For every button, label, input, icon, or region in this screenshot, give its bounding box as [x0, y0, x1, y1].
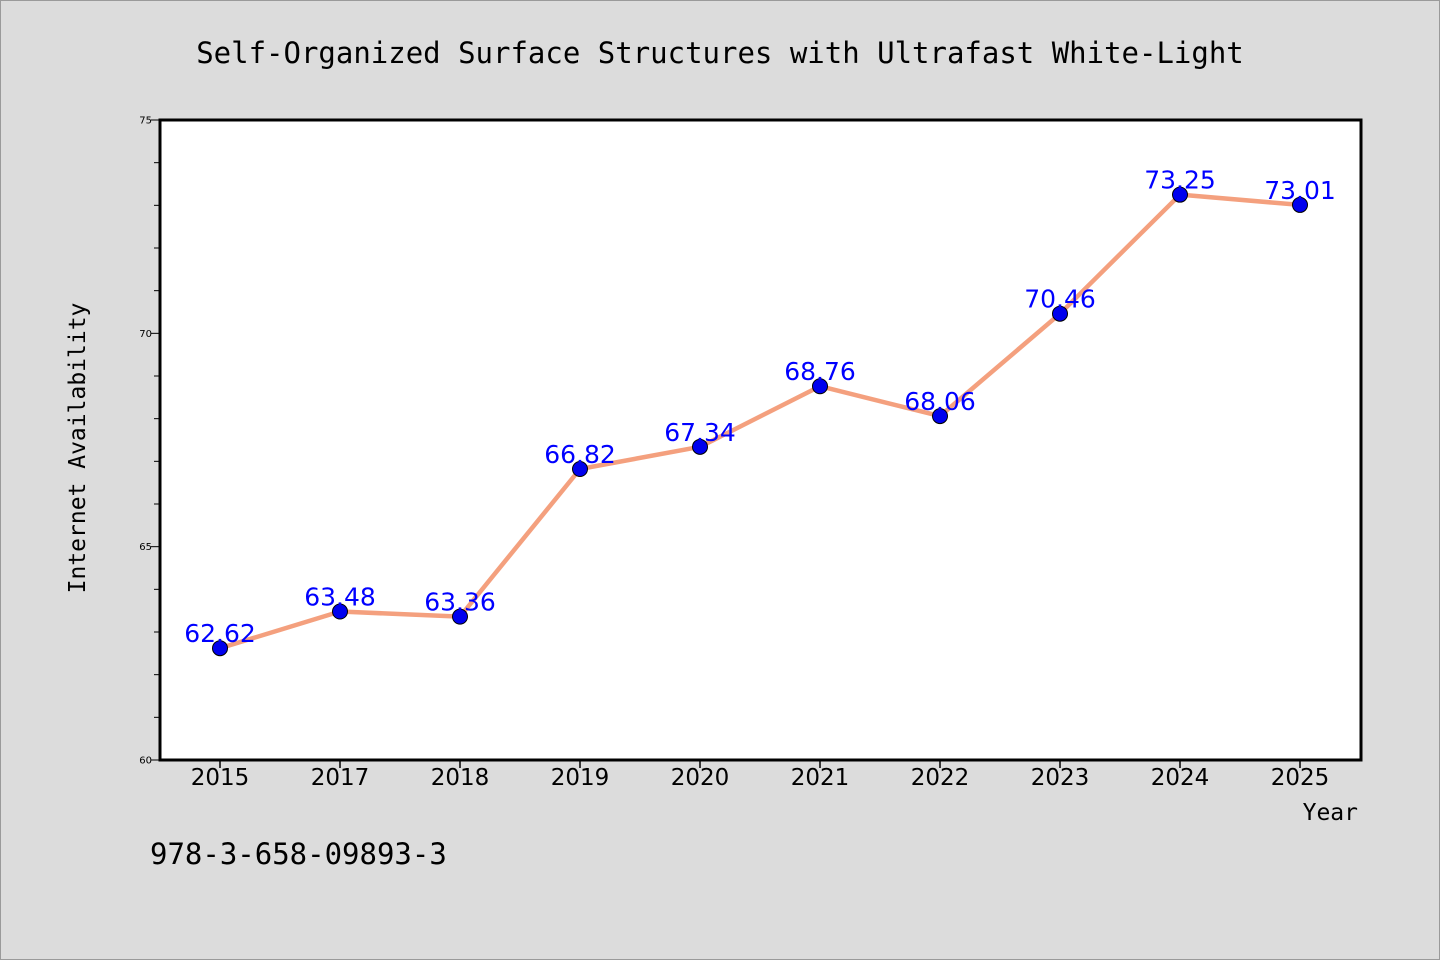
- x-tick-label: 2023: [1031, 765, 1090, 791]
- data-labels: 62.62 63.48 63.36 66.82 67.34 68.76 68.06 70.46…: [184, 166, 1336, 649]
- x-tick-label: 2024: [1151, 765, 1210, 791]
- data-point-marker: [932, 408, 948, 425]
- footer-isbn: 978-3-658-09893-3: [150, 837, 447, 871]
- data-point-marker: [1292, 196, 1308, 213]
- data-point-marker: [812, 378, 828, 395]
- data-point-label: 63.36: [424, 588, 496, 617]
- data-point-marker: [1052, 305, 1068, 322]
- data-point-label: 63.48: [304, 583, 376, 612]
- data-point-label: 68.06: [904, 387, 976, 416]
- x-tick-label: 2015: [191, 765, 250, 791]
- x-axis-label: Year: [1303, 800, 1358, 826]
- series-line: [219, 192, 1301, 651]
- x-tick-label: 2025: [1271, 765, 1330, 791]
- x-tick-label: 2019: [551, 765, 610, 791]
- x-axis-ticks: 2015 2017 2018 2019 2020 2021 2022 2023 2024 2025: [191, 760, 1330, 791]
- data-point-marker: [452, 608, 468, 625]
- x-tick-label: 2022: [911, 765, 970, 791]
- chart-title: Self-Organized Surface Structures with U…: [196, 36, 1244, 70]
- data-point-label: 73.25: [1144, 166, 1216, 195]
- data-point-label: 67.34: [664, 418, 736, 447]
- x-tick-label: 2018: [431, 765, 490, 791]
- y-axis-ticks: 60 65 70 75: [139, 116, 160, 767]
- data-point-label: 66.82: [544, 440, 616, 469]
- y-tick-label: 65: [139, 542, 152, 553]
- data-markers: [212, 186, 1308, 657]
- x-tick-label: 2020: [671, 765, 730, 791]
- data-point-marker: [1172, 186, 1188, 203]
- data-point-marker: [332, 603, 348, 620]
- data-point-label: 62.62: [184, 619, 256, 648]
- data-point-marker: [572, 461, 588, 478]
- y-tick-label: 75: [139, 116, 152, 127]
- plot-area: [158, 118, 1363, 762]
- data-point-label: 70.46: [1024, 285, 1096, 314]
- data-point-label: 68.76: [784, 357, 856, 386]
- data-point-marker: [692, 438, 708, 455]
- x-tick-label: 2021: [791, 765, 850, 791]
- data-point-label: 73.01: [1264, 176, 1336, 205]
- data-point-marker: [212, 640, 228, 657]
- y-tick-label: 70: [139, 329, 152, 340]
- x-tick-label: 2017: [311, 765, 370, 791]
- y-tick-label: 60: [139, 756, 152, 767]
- y-axis-label: Internet Availability: [65, 303, 91, 594]
